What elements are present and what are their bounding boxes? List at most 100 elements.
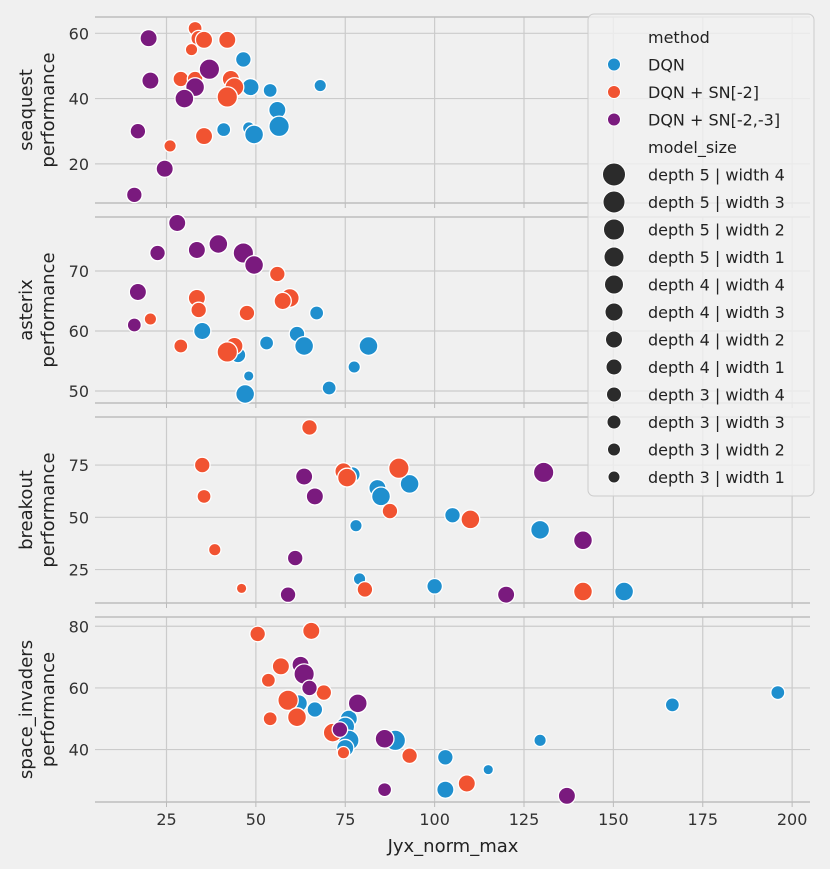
x-tick-label: 25 [156,810,176,829]
point-sn3 [155,159,174,178]
legend-method-marker [607,85,621,99]
point-dqn [313,78,328,93]
x-tick-label: 100 [419,810,450,829]
legend-size-label: depth 3 | width 1 [648,468,785,487]
y-tick-label: 20 [69,155,89,174]
point-sn3 [149,244,167,262]
y-tick-label: 60 [69,679,89,698]
y-tick-label: 40 [69,90,89,109]
y-axis-label: space_invadersperformance [16,640,59,779]
point-sn2 [194,30,214,50]
legend-size-label: depth 3 | width 3 [648,413,785,432]
point-sn2 [401,747,419,765]
point-sn2 [216,341,239,363]
point-dqn [530,519,551,540]
point-sn3 [496,585,516,604]
legend-size-title: model_size [648,138,737,158]
point-sn2 [271,657,291,676]
legend-size-label: depth 3 | width 2 [648,441,785,460]
y-axis-label-line2: performance [38,252,59,367]
x-axis: Jyx_norm_max 25 50 75 100 125 150 175 200 [156,802,807,857]
point-dqn [192,321,212,341]
point-dqn [321,380,337,396]
x-tick-label: 125 [509,810,540,829]
point-sn3 [187,240,207,260]
point-dqn [241,77,260,97]
point-sn3 [572,530,594,551]
legend-size-marker [603,218,625,241]
legend-size-label: depth 3 | width 4 [648,386,785,405]
legend-method-label: DQN + SN[-2] [648,83,759,102]
y-tick-label: 25 [69,561,89,580]
legend-size-label: depth 4 | width 2 [648,331,785,350]
point-sn2 [190,301,208,319]
point-sn2 [460,509,481,530]
legend-size-marker [607,442,621,457]
y-axis-label: breakoutperformance [16,452,59,567]
point-sn3 [279,586,297,604]
point-sn2 [196,488,212,505]
point-sn3 [198,58,221,81]
point-sn2 [193,456,211,474]
y-axis-label: seaquestperformance [16,52,59,167]
point-dqn [294,335,315,357]
legend-size-label: depth 5 | width 4 [648,166,785,185]
point-sn2 [301,418,318,436]
point-sn2 [143,312,158,326]
y-tick-label: 40 [69,741,89,760]
point-sn2 [216,86,239,108]
point-sn2 [457,774,477,793]
y-axis-label-line1: asterix [16,279,37,341]
point-sn2 [572,581,594,602]
legend-size-marker [605,358,623,376]
point-dqn [482,763,495,776]
legend-size-marker [603,246,625,268]
y-axis-label-line2: performance [38,452,59,567]
point-sn2 [356,580,374,598]
point-dqn [370,486,392,507]
y-tick-label: 60 [69,24,89,43]
point-sn3 [129,122,147,140]
point-sn3 [557,786,577,806]
y-tick-label: 60 [69,322,89,341]
point-sn2 [268,265,286,283]
point-sn2 [184,42,199,57]
point-dqn [358,335,379,357]
point-dqn [308,305,325,321]
point-dqn [444,506,461,524]
point-sn2 [381,502,399,520]
legend-size-marker [606,414,622,430]
x-axis-label: Jyx_norm_max [387,836,519,857]
panel-space_invaders: 40 60 80 space_invadersperformance [16,616,810,806]
panels-layer: 204060seaquestperformance506070asterixpe… [16,16,810,806]
point-sn2 [173,338,189,354]
point-sn3 [286,549,304,567]
point-dqn [426,577,444,595]
point-sn3 [331,721,349,738]
legend-size-marker [604,302,624,322]
y-axis-label-line1: seaquest [16,69,37,151]
y-tick-label: 80 [69,617,89,636]
point-sn3 [305,487,325,506]
legend-method-label: DQN [648,56,685,75]
point-sn2 [238,304,256,322]
legend-method-marker [607,112,621,127]
x-tick-label: 150 [598,810,629,829]
legend-size-label: depth 5 | width 1 [648,248,785,267]
x-tick-label: 75 [335,810,355,829]
point-sn3 [126,317,142,333]
point-dqn [306,701,324,718]
legend-size-marker [606,386,622,403]
point-sn2 [286,707,308,728]
point-sn3 [174,88,195,109]
legend-method-marker [607,57,621,72]
legend-size-label: depth 5 | width 3 [648,193,785,212]
point-sn3 [532,461,555,484]
point-sn3 [125,186,143,204]
y-axis-label-line2: performance [38,52,59,167]
point-dqn [436,780,455,799]
legend-method-label: DQN + SN[-2,-3] [648,111,780,130]
legend-size-label: depth 4 | width 4 [648,276,785,295]
y-tick-label: 70 [69,262,89,281]
